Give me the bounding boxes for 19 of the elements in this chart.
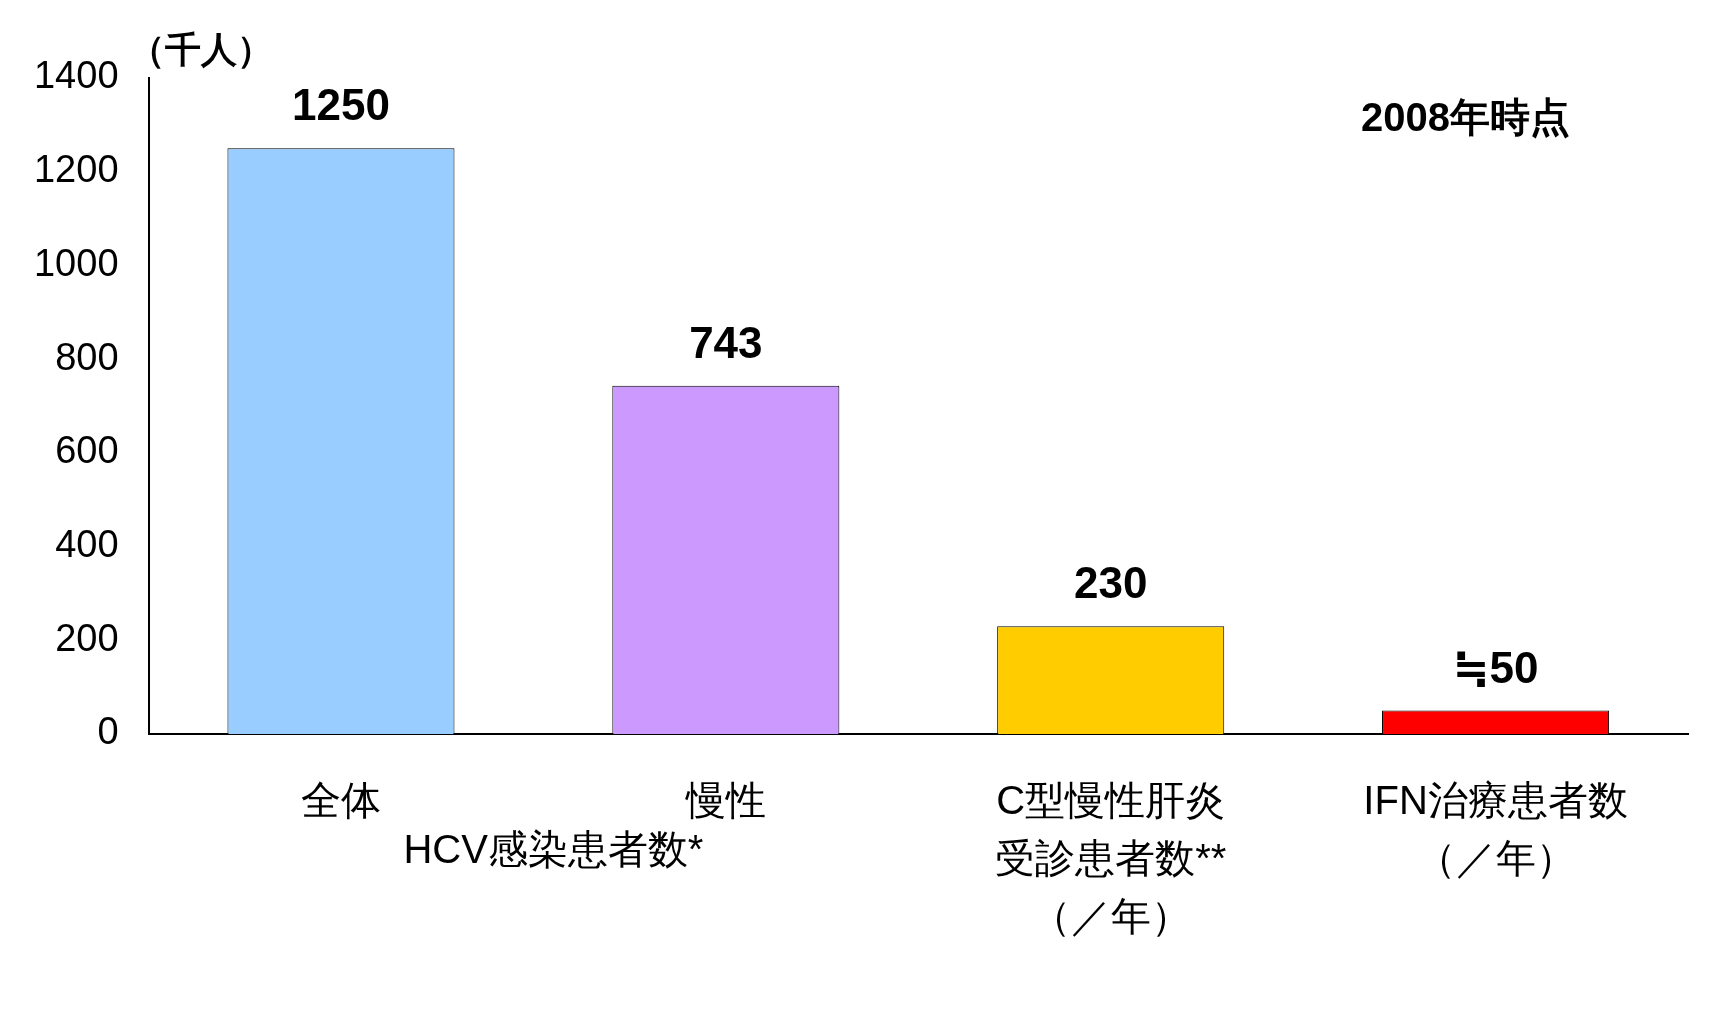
y-tick-label: 1200 bbox=[33, 148, 119, 191]
x-tick-label: C型慢性肝炎受診患者数**（／年） bbox=[995, 778, 1227, 939]
data-label: 743 bbox=[689, 317, 763, 367]
y-tick-label: 800 bbox=[55, 335, 119, 378]
y-tick-label: 1000 bbox=[33, 241, 119, 284]
data-label: ≒50 bbox=[1452, 642, 1539, 692]
x-tick-label: IFN治療患者数（／年） bbox=[1363, 778, 1628, 881]
y-tick-label: 400 bbox=[55, 523, 119, 566]
annotation: 2008年時点 bbox=[1361, 95, 1571, 140]
y-tick-label: 0 bbox=[97, 710, 119, 753]
y-tick-label: 1400 bbox=[33, 54, 119, 97]
data-label: 1250 bbox=[292, 80, 390, 130]
x-tick-label: 全体 bbox=[300, 778, 381, 823]
x-tick-label: 慢性 bbox=[684, 778, 766, 823]
data-label: 230 bbox=[1073, 558, 1148, 608]
y-tick-label: 600 bbox=[55, 429, 119, 472]
y-tick-label: 200 bbox=[55, 616, 119, 659]
y-axis-title: （千人） bbox=[128, 28, 273, 70]
text: HCV感染患者数* bbox=[403, 827, 704, 872]
